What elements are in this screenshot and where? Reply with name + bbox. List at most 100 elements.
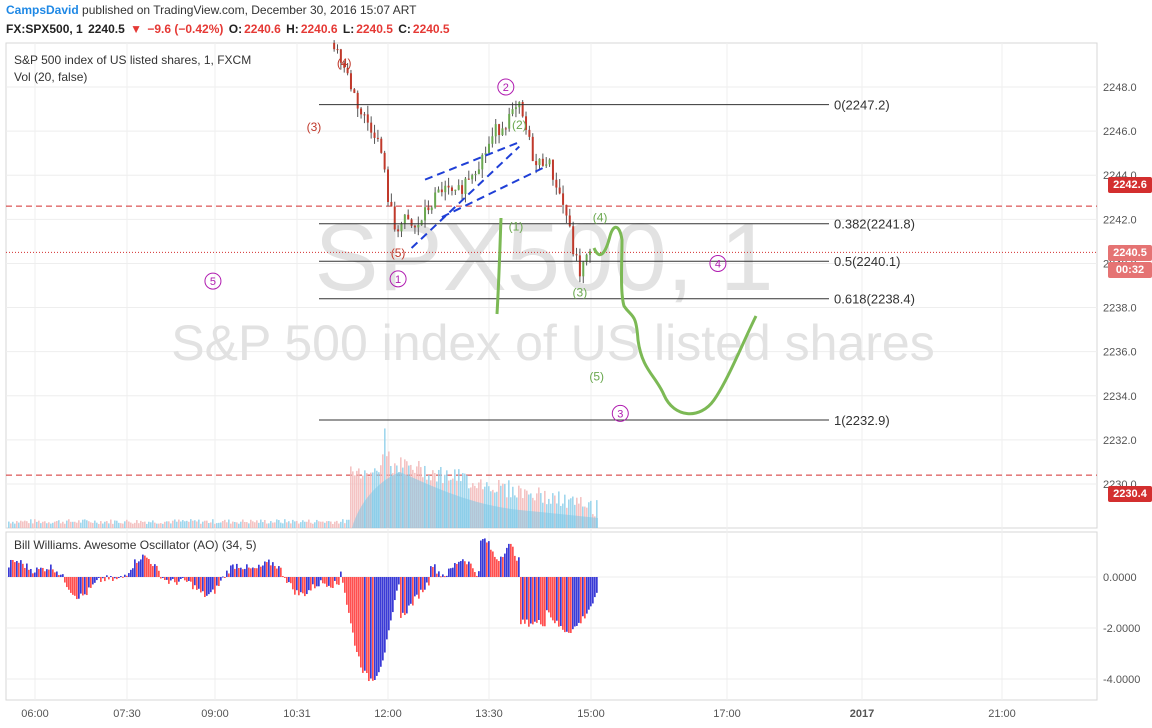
candle-body [535,161,538,166]
fib-level-label: 0.618(2238.4) [834,292,915,307]
ao-bar [144,555,146,577]
volume-bar [154,522,156,528]
ao-bar [492,551,494,577]
ao-bar [152,566,154,577]
ao-bar [346,577,348,605]
volume-bar [314,522,316,528]
ao-bar [112,577,114,581]
ao-bar [50,564,52,577]
volume-bar [348,519,350,528]
main-series-legend[interactable]: S&P 500 index of US listed shares, 1, FX… [14,53,252,67]
oscillator-legend[interactable]: Bill Williams. Awesome Oscillator (AO) (… [14,538,257,552]
volume-bar [64,523,66,528]
ao-bar [464,561,466,577]
ao-bar [488,541,490,577]
candle-body [424,207,427,221]
ao-bar [400,577,402,618]
volume-bar [536,493,538,528]
volume-bar [78,520,80,528]
volume-bar [580,497,582,528]
author-link[interactable]: CampsDavid [6,3,79,17]
wave-count-green: (5) [589,369,604,383]
ao-bar [22,563,24,577]
volume-bar [218,522,220,528]
volume-bar [172,520,174,528]
ao-bar [100,577,102,582]
ao-bar [136,562,138,577]
volume-bar [138,523,140,528]
volume-bar [306,521,308,528]
volume-bar [118,522,120,528]
ao-bar [328,577,330,586]
volume-legend[interactable]: Vol (20, false) [14,70,88,84]
candle-body [346,67,349,74]
ao-bar [256,568,258,577]
candle-body [538,158,541,166]
ao-bar [42,567,44,577]
volume-bar [246,522,248,528]
ao-bar [276,568,278,577]
candle-body [487,143,490,154]
ao-tick-label: -4.0000 [1103,674,1140,686]
ohlc-line: FX:SPX500, 1 2240.5 ▼ −9.6 (−0.42%) O: 22… [6,22,452,36]
volume-bar [238,523,240,528]
volume-bar [68,519,70,528]
ao-bar [592,577,594,604]
ao-bar [292,577,294,590]
volume-bar [134,522,136,528]
ao-bar [300,577,302,593]
volume-bar [110,519,112,528]
ao-bar [262,565,264,577]
volume-bar [190,519,192,528]
volume-bar [364,470,366,528]
volume-bar [502,483,504,528]
time-tick-label: 13:30 [475,708,503,720]
ao-bar [248,567,250,577]
ao-bar [240,567,242,577]
price-tick-label: 2238.0 [1103,303,1137,315]
ao-bar [8,567,10,577]
ao-bar [124,574,126,577]
volume-bar [126,519,128,528]
volume-bar [210,522,212,528]
volume-bar [46,523,48,528]
ao-bar [358,577,360,657]
ao-bar [326,577,328,587]
ao-bar [148,559,150,577]
price-tag-lower-level: 2230.4 [1108,486,1152,502]
volume-bar [324,522,326,528]
volume-bar [564,494,566,528]
publish-line: CampsDavid published on TradingView.com,… [6,3,416,17]
volume-bar [98,523,100,528]
ao-bar [470,563,472,577]
price-tick-label: 2242.0 [1103,214,1137,226]
ao-bar [530,577,532,624]
ao-bar [558,577,560,627]
candle-body [504,128,507,130]
ao-bar [534,577,536,622]
ao-bar [374,577,376,680]
candle-body [339,49,342,63]
ao-bar [158,570,160,577]
volume-bar [90,522,92,528]
volume-bar [552,493,554,528]
time-tick-label: 15:00 [577,708,605,720]
volume-bar [88,521,90,528]
ao-bar [222,576,224,578]
volume-bar [226,522,228,528]
ao-bar [324,577,326,584]
candle-body [373,132,376,138]
ao-bar [214,577,216,594]
ao-bar [200,577,202,593]
ao-bar [512,546,514,577]
ao-bar [566,577,568,632]
ao-bar [26,563,28,577]
ao-bar [564,577,566,633]
candle-body [420,220,423,225]
ao-bar [296,577,298,591]
ao-bar [46,569,48,577]
fib-level-label: 1(2232.9) [834,413,890,428]
candle-body [541,158,544,166]
volume-bar [56,520,58,528]
